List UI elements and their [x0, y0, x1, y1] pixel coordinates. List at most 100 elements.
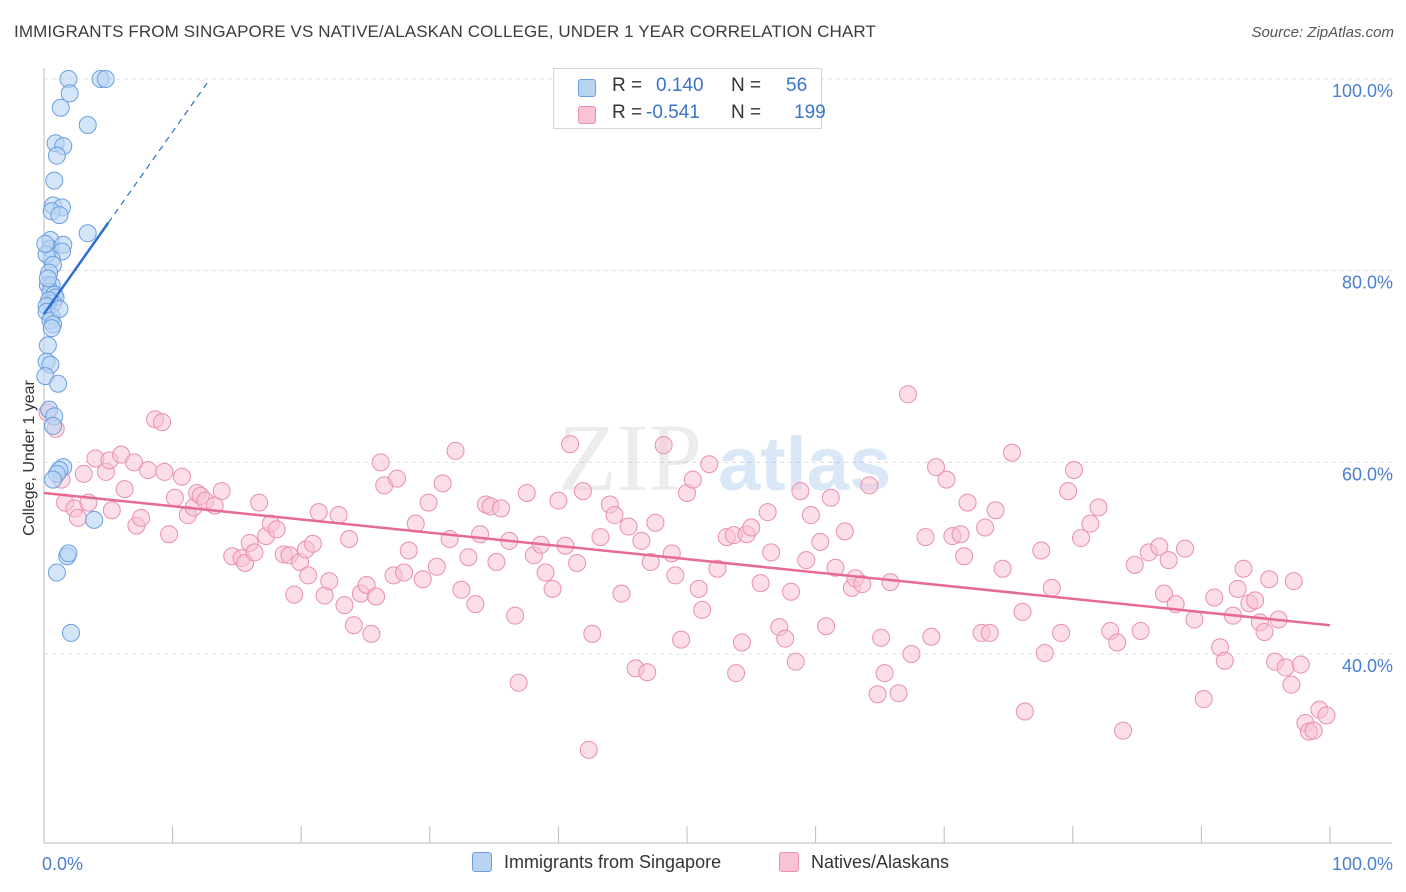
data-point-natives — [958, 493, 977, 512]
data-point-natives — [853, 575, 872, 594]
data-point-natives — [68, 508, 87, 527]
data-point-natives — [132, 508, 151, 527]
series-singapore-points — [36, 70, 115, 642]
data-point-natives — [1215, 651, 1234, 670]
data-point-natives — [371, 453, 390, 472]
y-axis-label: College, Under 1 year — [21, 380, 38, 536]
data-point-natives — [986, 501, 1005, 520]
data-point-natives — [568, 553, 587, 572]
data-point-natives — [102, 501, 121, 520]
data-point-natives — [1131, 622, 1150, 640]
data-point-natives — [517, 484, 536, 502]
data-point-natives — [165, 488, 184, 507]
data-point-singapore — [47, 563, 66, 582]
data-point-natives — [471, 525, 490, 544]
data-point-natives — [654, 436, 673, 455]
y-tick-label: 80.0% — [1342, 273, 1393, 293]
data-point-natives — [591, 528, 610, 547]
legend-swatch-singapore — [578, 79, 596, 97]
data-point-natives — [980, 623, 999, 642]
data-point-natives — [285, 585, 304, 604]
data-point-natives — [708, 559, 727, 578]
data-point-natives — [1284, 572, 1303, 591]
data-point-natives — [632, 531, 651, 550]
data-point-natives — [1042, 578, 1061, 597]
data-point-natives — [362, 624, 381, 643]
data-point-natives — [466, 595, 485, 614]
source-credit: Source: ZipAtlas.com — [1251, 24, 1394, 41]
data-point-natives — [955, 547, 974, 566]
bottom-legend-label-singapore: Immigrants from Singapore — [504, 852, 722, 872]
data-point-natives — [153, 413, 172, 432]
data-point-natives — [329, 506, 348, 525]
data-point-natives — [1071, 529, 1090, 548]
data-point-natives — [583, 624, 602, 643]
data-point-natives — [1282, 675, 1301, 694]
trend-lines — [42, 80, 1331, 627]
y-tick-label: 60.0% — [1342, 464, 1393, 484]
data-point-natives — [951, 525, 970, 544]
data-point-natives — [619, 517, 638, 536]
chart-title: IMMIGRANTS FROM SINGAPORE VS NATIVE/ALAS… — [14, 22, 876, 41]
data-point-natives — [817, 617, 836, 636]
data-point-natives — [413, 570, 432, 589]
data-point-natives — [340, 530, 359, 548]
legend-r-value-singapore: 0.140 — [656, 75, 704, 96]
data-point-natives — [868, 685, 887, 704]
data-point-natives — [732, 633, 751, 652]
data-point-natives — [399, 541, 418, 560]
data-point-natives — [395, 563, 414, 582]
data-point-natives — [638, 663, 657, 682]
data-point-natives — [937, 470, 956, 489]
data-point-natives — [993, 559, 1012, 578]
data-point-singapore — [44, 416, 63, 435]
data-point-natives — [492, 499, 511, 518]
data-point-natives — [1013, 602, 1032, 621]
data-point-natives — [125, 453, 144, 472]
data-point-natives — [700, 455, 719, 474]
data-point-natives — [115, 480, 134, 499]
y-tick-label: 100.0% — [1332, 81, 1393, 101]
data-point-natives — [335, 596, 354, 615]
bottom-legend-swatch-singapore — [472, 852, 492, 872]
data-point-natives — [433, 474, 452, 493]
data-point-singapore — [38, 336, 57, 355]
data-point-natives — [1291, 655, 1310, 674]
data-point-natives — [155, 462, 174, 481]
legend-n-label: N = — [731, 75, 762, 96]
data-point-natives — [811, 532, 830, 551]
data-point-singapore — [44, 470, 63, 489]
data-point-natives — [1081, 514, 1100, 533]
data-point-natives — [267, 520, 286, 539]
legend-swatch-natives — [578, 106, 596, 124]
data-point-natives — [459, 548, 478, 567]
trend-line-singapore — [42, 222, 110, 315]
data-point-natives — [683, 470, 702, 489]
data-point-natives — [786, 652, 805, 671]
data-point-natives — [758, 503, 777, 522]
data-point-natives — [889, 684, 908, 703]
legend-n-value-singapore: 56 — [786, 75, 808, 96]
data-point-singapore — [59, 544, 78, 563]
data-point-natives — [549, 491, 568, 510]
data-point-natives — [74, 464, 93, 483]
data-point-natives — [672, 630, 691, 649]
legend-r-label: R = — [612, 75, 643, 96]
data-point-natives — [835, 522, 854, 541]
data-point-singapore — [85, 510, 104, 529]
data-point-natives — [1246, 591, 1265, 610]
data-point-natives — [172, 467, 191, 486]
data-point-singapore — [38, 269, 57, 288]
data-point-natives — [742, 518, 761, 537]
data-point-singapore — [51, 98, 70, 117]
data-point-natives — [452, 580, 471, 599]
data-point-natives — [1035, 644, 1054, 663]
data-point-natives — [902, 645, 921, 663]
data-point-natives — [605, 506, 624, 525]
data-point-natives — [344, 616, 363, 635]
data-point-singapore — [50, 206, 69, 225]
legend-r-label: R = — [612, 102, 643, 123]
data-point-natives — [927, 458, 946, 477]
data-point-natives — [446, 441, 465, 460]
data-point-natives — [309, 503, 328, 522]
